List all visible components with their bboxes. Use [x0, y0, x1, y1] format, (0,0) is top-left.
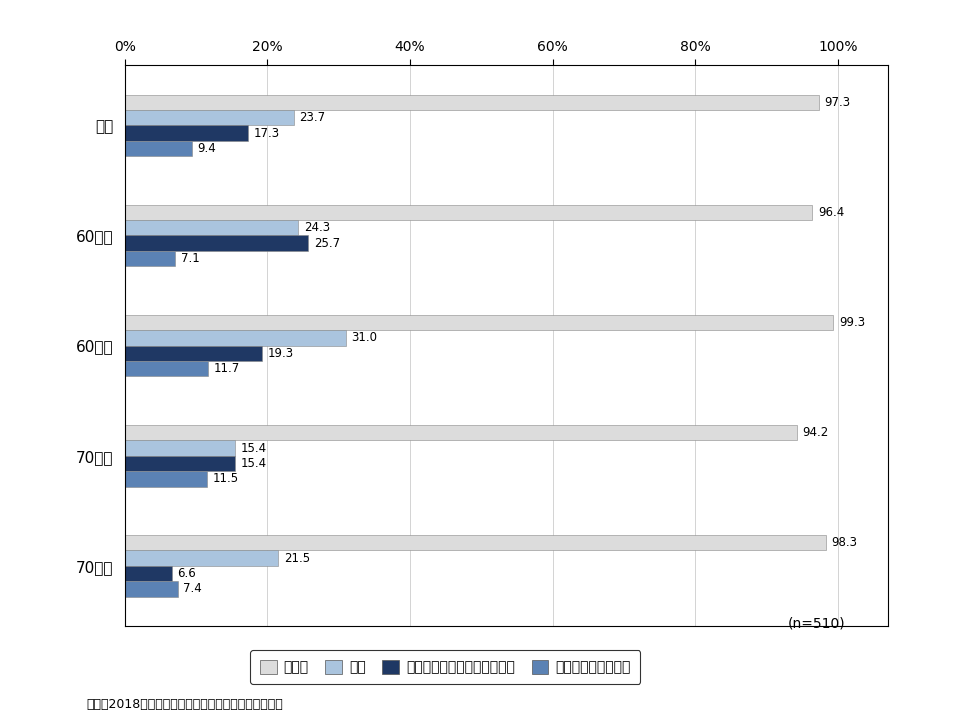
Text: 25.7: 25.7 — [314, 237, 340, 250]
Bar — [125, 471, 206, 487]
Bar — [125, 581, 178, 597]
Bar — [125, 425, 797, 441]
Text: 9.4: 9.4 — [198, 142, 216, 155]
Bar — [125, 94, 819, 110]
Text: 24.3: 24.3 — [303, 221, 330, 234]
Text: 31.0: 31.0 — [351, 331, 377, 344]
Text: 出所：2018年一般向けモバイル動向調査（訪問留置）: 出所：2018年一般向けモバイル動向調査（訪問留置） — [86, 698, 283, 711]
Bar — [125, 315, 833, 330]
Legend: 実店舗, 宅配, インターネットショッピング, テレビショッピング: 実店舗, 宅配, インターネットショッピング, テレビショッピング — [251, 649, 640, 684]
Bar — [125, 125, 249, 141]
Text: 11.5: 11.5 — [212, 472, 239, 485]
Bar — [125, 204, 812, 220]
Text: 19.3: 19.3 — [268, 347, 295, 360]
Bar — [125, 535, 826, 550]
Text: 96.4: 96.4 — [818, 206, 845, 219]
Bar — [125, 361, 208, 377]
Bar — [125, 251, 176, 266]
Bar — [125, 141, 192, 156]
Text: 17.3: 17.3 — [253, 127, 280, 140]
Text: 6.6: 6.6 — [178, 567, 197, 580]
Bar — [125, 330, 346, 346]
Bar — [125, 110, 294, 125]
Text: 23.7: 23.7 — [300, 111, 325, 124]
Bar — [125, 235, 308, 251]
Bar — [125, 441, 234, 456]
Text: 15.4: 15.4 — [240, 441, 267, 454]
Text: 98.3: 98.3 — [831, 536, 857, 549]
Bar — [125, 220, 299, 235]
Text: 99.3: 99.3 — [839, 316, 865, 329]
Bar — [125, 550, 278, 566]
Text: 21.5: 21.5 — [284, 552, 310, 564]
Text: 11.7: 11.7 — [214, 362, 240, 375]
Bar — [125, 346, 262, 361]
Bar — [125, 456, 234, 471]
Text: 7.4: 7.4 — [183, 582, 202, 595]
Bar — [125, 566, 172, 581]
Text: (n=510): (n=510) — [787, 616, 845, 631]
Text: 15.4: 15.4 — [240, 457, 267, 470]
Text: 7.1: 7.1 — [181, 252, 200, 265]
Text: 94.2: 94.2 — [803, 426, 828, 439]
Text: 97.3: 97.3 — [825, 96, 851, 109]
